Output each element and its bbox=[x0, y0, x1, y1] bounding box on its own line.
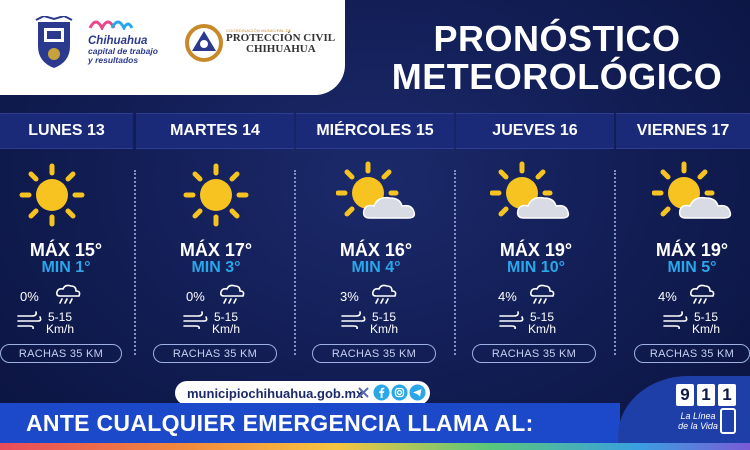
wind-speed: 5-15 Km/h bbox=[692, 311, 720, 335]
civil-protection-city: CHIHUAHUA bbox=[246, 43, 316, 55]
title-line-2: METEOROLÓGICO bbox=[391, 56, 723, 97]
wind-icon bbox=[183, 311, 208, 329]
wind-speed-unit: Km/h bbox=[692, 322, 721, 336]
wind-speed-range: 5-15 bbox=[529, 310, 555, 324]
max-temp: MÁX 19° bbox=[655, 240, 729, 260]
emergency-digit: 1 bbox=[718, 384, 736, 406]
day-header-5: VIERNES 17 bbox=[616, 113, 750, 149]
day-header-1: LUNES 13 bbox=[0, 113, 133, 149]
sun-icon bbox=[19, 163, 85, 227]
rain-cloud-icon bbox=[690, 284, 715, 304]
rain-cloud-icon bbox=[56, 284, 81, 304]
civil-protection-text: COORDINACIÓN MUNICIPAL DE PROTECCIÓN CIV… bbox=[226, 28, 341, 55]
rain-cloud-icon bbox=[530, 284, 555, 304]
partly-cloudy-icon bbox=[490, 161, 570, 219]
city-shield-icon bbox=[35, 16, 73, 68]
facebook-icon[interactable] bbox=[373, 384, 390, 401]
page-title: PRONÓSTICO METEOROLÓGICO bbox=[372, 20, 742, 96]
rainbow-stripe bbox=[0, 443, 750, 450]
title-line-1: PRONÓSTICO bbox=[433, 18, 681, 59]
max-temp: MÁX 16° bbox=[339, 240, 413, 260]
emergency-digit: 1 bbox=[697, 384, 715, 406]
emergency-number: 9 1 1 bbox=[676, 384, 736, 406]
gust-badge: RACHAS 35 KM bbox=[634, 344, 750, 363]
sun-icon bbox=[183, 163, 249, 227]
wind-speed-range: 5-15 bbox=[47, 310, 73, 324]
city-logo-mark-icon bbox=[88, 20, 134, 32]
rain-chance: 4% bbox=[658, 289, 677, 304]
phone-icon bbox=[720, 408, 736, 434]
rain-chance: 3% bbox=[340, 289, 359, 304]
civil-protection-subtitle: COORDINACIÓN MUNICIPAL DE bbox=[226, 28, 292, 33]
wind-icon bbox=[341, 311, 366, 329]
emergency-banner: ANTE CUALQUIER EMERGENCIA LLAMA AL: bbox=[0, 403, 620, 443]
telegram-icon[interactable] bbox=[409, 384, 426, 401]
civil-protection-icon bbox=[185, 24, 223, 62]
wind-speed-range: 5-15 bbox=[693, 310, 719, 324]
min-temp: MIN 1° bbox=[41, 259, 91, 276]
max-temp: MÁX 17° bbox=[179, 240, 253, 260]
rain-chance: 0% bbox=[20, 289, 39, 304]
wind-speed-unit: Km/h bbox=[528, 322, 557, 336]
wind-speed-unit: Km/h bbox=[46, 322, 75, 336]
gust-badge: RACHAS 35 KM bbox=[472, 344, 596, 363]
wind-icon bbox=[499, 311, 524, 329]
wind-speed-range: 5-15 bbox=[213, 310, 239, 324]
max-temp: MÁX 15° bbox=[29, 240, 103, 260]
civil-protection-name: PROTECCIÓN CIVIL bbox=[226, 32, 336, 44]
partly-cloudy-icon bbox=[652, 161, 732, 219]
wind-icon bbox=[17, 311, 42, 329]
city-logo: Chihuahua capital de trabajo y resultado… bbox=[88, 16, 158, 65]
wind-speed: 5-15 Km/h bbox=[46, 311, 74, 335]
x-social-icon[interactable] bbox=[355, 384, 372, 401]
rain-cloud-icon bbox=[220, 284, 245, 304]
gust-badge: RACHAS 35 KM bbox=[153, 344, 277, 363]
min-temp: MIN 3° bbox=[191, 259, 241, 276]
logo-panel: Chihuahua capital de trabajo y resultado… bbox=[0, 0, 345, 95]
column-divider bbox=[134, 170, 136, 355]
day-header-4: JUEVES 16 bbox=[456, 113, 614, 149]
wind-speed: 5-15 Km/h bbox=[370, 311, 398, 335]
city-logo-slogan-1: capital de trabajo bbox=[88, 46, 158, 56]
wind-speed-range: 5-15 bbox=[371, 310, 397, 324]
column-divider bbox=[454, 170, 456, 355]
min-temp: MIN 4° bbox=[351, 259, 401, 276]
rain-chance: 4% bbox=[498, 289, 517, 304]
linea-de-la-vida: La Línea de la Vida bbox=[675, 411, 721, 431]
linea-line-1: La Línea bbox=[680, 411, 716, 421]
rain-cloud-icon bbox=[372, 284, 397, 304]
linea-line-2: de la Vida bbox=[678, 421, 718, 431]
day-header-2: MARTES 14 bbox=[136, 113, 294, 149]
column-divider bbox=[294, 170, 296, 355]
min-temp: MIN 10° bbox=[507, 259, 565, 276]
city-logo-slogan-2: y resultados bbox=[88, 55, 139, 65]
wind-speed-unit: Km/h bbox=[370, 322, 399, 336]
gust-badge: RACHAS 35 KM bbox=[0, 344, 122, 363]
column-divider bbox=[614, 170, 616, 355]
partly-cloudy-icon bbox=[336, 161, 416, 219]
emergency-digit: 9 bbox=[676, 384, 694, 406]
rain-chance: 0% bbox=[186, 289, 205, 304]
gust-badge: RACHAS 35 KM bbox=[312, 344, 436, 363]
min-temp: MIN 5° bbox=[667, 259, 717, 276]
max-temp: MÁX 19° bbox=[499, 240, 573, 260]
wind-speed-unit: Km/h bbox=[212, 322, 241, 336]
city-logo-name: Chihuahua bbox=[88, 35, 148, 47]
wind-speed: 5-15 Km/h bbox=[212, 311, 240, 335]
instagram-icon[interactable] bbox=[391, 384, 408, 401]
wind-speed: 5-15 Km/h bbox=[528, 311, 556, 335]
day-header-3: MIÉRCOLES 15 bbox=[296, 113, 454, 149]
wind-icon bbox=[663, 311, 688, 329]
